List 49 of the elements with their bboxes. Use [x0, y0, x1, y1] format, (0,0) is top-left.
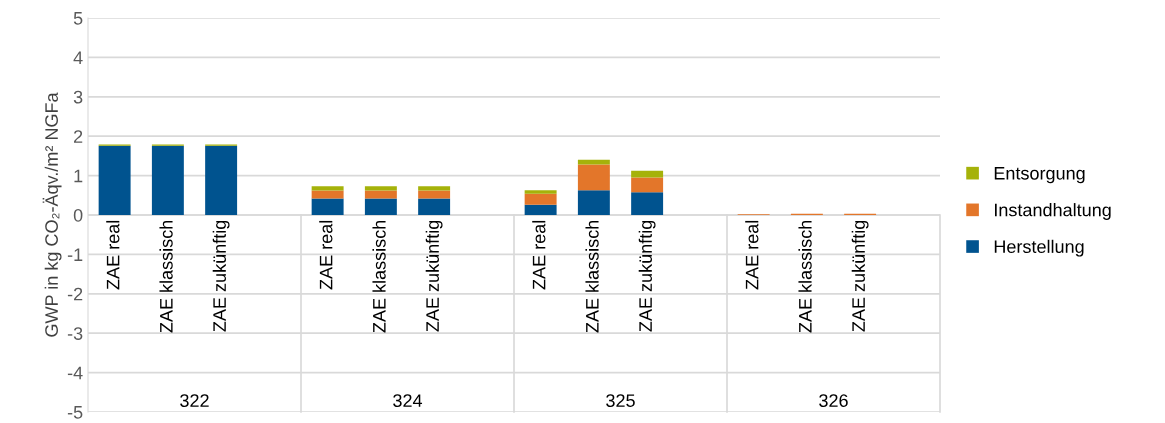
bar	[205, 145, 238, 215]
bar	[98, 145, 131, 215]
bar	[524, 204, 557, 215]
y-tick-label: -5	[67, 406, 83, 419]
bar	[631, 192, 664, 215]
bar	[577, 190, 610, 215]
x-tick-label: ZAE real	[745, 220, 759, 290]
bar	[577, 159, 610, 165]
x-tick-label: ZAE klassisch	[798, 220, 812, 333]
x-tick-label: ZAE real	[319, 220, 333, 290]
bar	[631, 177, 664, 193]
bar	[524, 193, 557, 205]
bar	[151, 145, 184, 215]
y-tick-label: -3	[67, 327, 83, 340]
bar	[524, 190, 557, 194]
y-tick-label: 2	[74, 130, 83, 143]
bar	[311, 198, 344, 215]
bar	[577, 164, 610, 191]
y-tick-label: 0	[73, 208, 83, 222]
legend-label: Entsorgung	[994, 167, 1085, 184]
y-tick-label: 4	[73, 51, 83, 64]
y-tick-label: 3	[73, 90, 83, 104]
x-tick-label: ZAE real	[106, 220, 120, 290]
y-tick-label: 1	[74, 169, 83, 183]
bar	[418, 186, 451, 191]
bar	[364, 198, 397, 215]
bar	[418, 198, 451, 215]
x-tick-label: ZAE zukünftig	[212, 220, 230, 332]
bar	[364, 186, 397, 191]
x-tick-label: ZAE klassisch	[372, 220, 386, 333]
annotation: 326	[819, 394, 848, 407]
legend-label: Instandhaltung	[995, 203, 1111, 220]
y-axis-title: GWP in kg CO₂-Äqv./m² NGFa	[42, 92, 62, 337]
bar	[311, 186, 344, 191]
y-tick-label: 5	[73, 12, 83, 25]
bar	[631, 170, 664, 178]
x-tick-label: ZAE klassisch	[159, 220, 173, 333]
y-tick-label: -4	[67, 366, 83, 380]
x-tick-label: ZAE zukünftig	[851, 220, 869, 332]
x-tick-label: ZAE zukünftig	[425, 220, 443, 332]
x-tick-label: ZAE klassisch	[585, 220, 599, 333]
y-tick-label: -2	[67, 287, 83, 301]
x-tick-label: ZAE real	[532, 220, 546, 290]
annotation: 322	[180, 394, 209, 407]
legend-label: Herstellung	[994, 239, 1084, 257]
annotation: 324	[393, 394, 423, 407]
y-tick-label: -1	[67, 248, 83, 261]
x-tick-label: ZAE zukünftig	[638, 220, 656, 332]
annotation: 325	[606, 394, 635, 407]
